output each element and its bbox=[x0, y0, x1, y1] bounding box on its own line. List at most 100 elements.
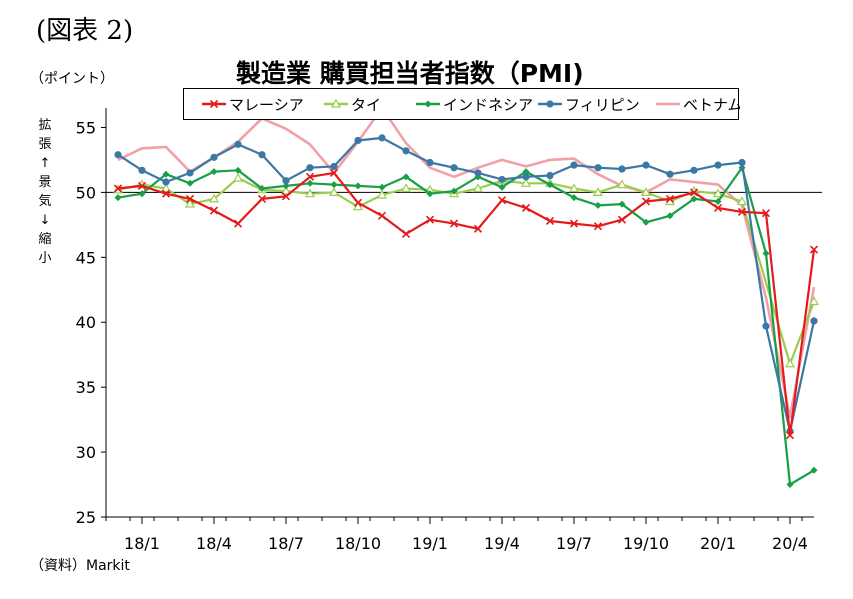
legend-label: マレーシア bbox=[229, 96, 304, 114]
data-point-thailand bbox=[568, 183, 580, 193]
data-point-indonesia bbox=[714, 197, 722, 205]
data-point-indonesia bbox=[114, 194, 122, 202]
data-point-thailand bbox=[400, 183, 412, 193]
y-axis-label-char: 拡 bbox=[38, 118, 52, 133]
data-point-philippines bbox=[114, 151, 122, 159]
series-line-vietnam bbox=[117, 106, 816, 419]
data-point-indonesia bbox=[594, 201, 602, 209]
data-point-indonesia bbox=[402, 173, 410, 181]
data-point-philippines bbox=[186, 169, 194, 177]
data-point-malaysia bbox=[185, 194, 195, 203]
data-point-malaysia bbox=[809, 245, 819, 254]
data-point-malaysia bbox=[233, 219, 243, 228]
data-point-thailand bbox=[352, 201, 364, 211]
data-point-thailand bbox=[640, 187, 652, 196]
data-point-indonesia bbox=[450, 187, 458, 195]
data-point-malaysia bbox=[569, 219, 579, 228]
chart-legend: マレーシア タイ インドネシア フィリピン ベトナム bbox=[183, 88, 743, 120]
x-tick-label: 19/1 bbox=[412, 534, 448, 553]
data-point-thailand bbox=[184, 198, 196, 208]
data-point-indonesia bbox=[426, 190, 434, 198]
y-axis-label-char: 張 bbox=[38, 137, 52, 152]
data-point-philippines bbox=[666, 170, 674, 178]
data-point-malaysia bbox=[209, 206, 219, 215]
data-point-malaysia bbox=[281, 192, 291, 201]
data-point-philippines bbox=[234, 140, 242, 148]
data-point-philippines bbox=[354, 136, 362, 145]
legend-label: ベトナム bbox=[683, 96, 740, 114]
data-point-philippines bbox=[522, 173, 530, 181]
data-point-malaysia bbox=[737, 207, 747, 216]
legend-item-malaysia: マレーシア bbox=[202, 96, 304, 114]
data-point-philippines bbox=[762, 322, 770, 330]
data-point-indonesia bbox=[666, 212, 674, 220]
data-point-malaysia bbox=[353, 198, 363, 207]
data-point-thailand bbox=[784, 358, 796, 368]
data-point-philippines bbox=[546, 171, 554, 180]
x-tick-label: 18/4 bbox=[196, 534, 232, 553]
data-point-indonesia bbox=[258, 185, 266, 193]
data-point-indonesia bbox=[354, 182, 362, 190]
y-axis-label-char: 景 bbox=[38, 175, 52, 190]
y-axis-label-char: ↑ bbox=[39, 156, 51, 171]
data-point-philippines bbox=[450, 164, 458, 172]
data-point-malaysia bbox=[785, 431, 795, 440]
x-tick-label: 18/1 bbox=[124, 534, 160, 553]
data-point-thailand bbox=[304, 188, 316, 198]
data-point-thailand bbox=[472, 183, 484, 193]
data-point-indonesia bbox=[138, 190, 146, 198]
y-tick-label: 25 bbox=[76, 508, 96, 527]
data-point-malaysia bbox=[665, 194, 675, 203]
figure-label: (図表 2) bbox=[36, 16, 134, 46]
chart-title: 製造業 購買担当者指数（PMI) bbox=[236, 59, 584, 88]
data-point-indonesia bbox=[786, 481, 794, 489]
data-point-thailand bbox=[736, 196, 748, 206]
y-axis-label-char: ↓ bbox=[39, 213, 51, 228]
data-point-malaysia bbox=[473, 224, 483, 233]
data-point-thailand bbox=[808, 296, 820, 306]
x-tick-label: 19/10 bbox=[623, 534, 669, 553]
data-point-indonesia bbox=[522, 168, 530, 176]
data-point-thailand bbox=[208, 193, 220, 203]
data-point-philippines bbox=[426, 158, 434, 167]
data-point-thailand bbox=[616, 179, 628, 189]
data-point-indonesia bbox=[546, 181, 554, 189]
x-tick-label: 18/10 bbox=[335, 534, 381, 553]
data-point-thailand bbox=[280, 185, 292, 195]
data-point-philippines bbox=[210, 153, 218, 161]
data-point-philippines bbox=[810, 317, 818, 325]
data-point-philippines bbox=[306, 164, 314, 172]
data-point-philippines bbox=[642, 161, 650, 169]
data-point-thailand bbox=[376, 189, 388, 199]
data-point-malaysia bbox=[377, 211, 387, 220]
data-point-philippines bbox=[378, 134, 386, 142]
x-tick-label: 20/4 bbox=[772, 534, 808, 553]
y-tick-label: 30 bbox=[76, 443, 96, 462]
data-point-thailand bbox=[520, 178, 532, 187]
series-line-thailand bbox=[117, 177, 816, 365]
legend-item-thailand: タイ bbox=[324, 96, 381, 114]
y-axis-label-char: 小 bbox=[38, 251, 52, 266]
y-tick-label: 55 bbox=[76, 118, 96, 137]
data-point-philippines bbox=[714, 161, 722, 169]
y-axis-label-char: 気 bbox=[38, 194, 52, 209]
y-tick-label: 45 bbox=[76, 248, 96, 267]
series-line-philippines bbox=[117, 136, 816, 433]
data-point-indonesia bbox=[810, 466, 818, 474]
data-point-malaysia bbox=[641, 197, 651, 206]
x-tick-label: 19/7 bbox=[556, 534, 592, 553]
legend-label: フィリピン bbox=[565, 96, 640, 114]
series-line-indonesia bbox=[117, 166, 815, 486]
data-point-philippines bbox=[618, 165, 626, 173]
data-point-malaysia bbox=[761, 209, 771, 218]
data-point-indonesia bbox=[330, 181, 338, 189]
legend-item-philippines: フィリピン bbox=[538, 96, 640, 114]
data-point-indonesia bbox=[690, 195, 698, 203]
data-point-malaysia bbox=[161, 189, 171, 198]
data-point-malaysia bbox=[113, 184, 123, 193]
data-point-philippines bbox=[498, 175, 506, 184]
legend-marker bbox=[424, 100, 432, 108]
data-point-malaysia bbox=[617, 215, 627, 224]
data-point-malaysia bbox=[713, 203, 723, 213]
